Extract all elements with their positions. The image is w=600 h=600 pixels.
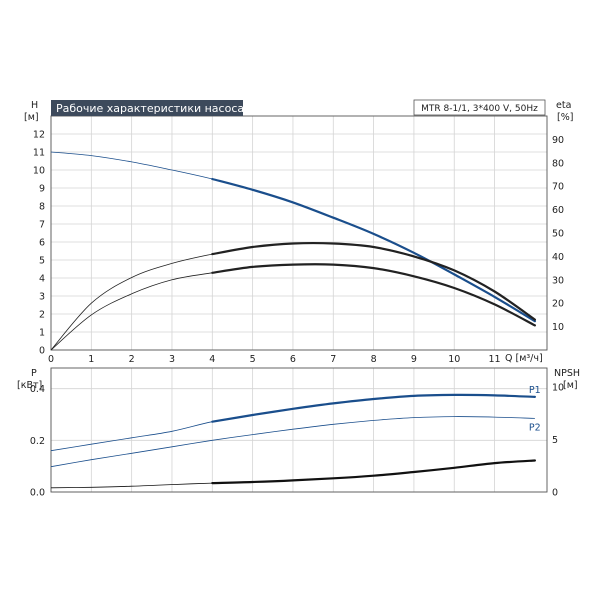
efficiency-tick-label: 50 [552,229,564,240]
power-chart-p2-line [50,416,535,468]
flow-tick-label: 7 [330,354,336,365]
flow-tick-label: 6 [290,354,296,365]
efficiency-tick-label: 80 [552,158,564,169]
head-tick-label: 6 [39,238,45,249]
flow-tick-label: 1 [88,354,94,365]
head-tick-label: 5 [39,256,45,267]
power-chart-p1-operating-range [211,393,536,423]
model-label-box [413,99,546,116]
head-chart-head-operating-range [211,177,536,323]
head-tick-label: 0 [39,346,45,357]
head-plot-frame [50,115,548,351]
efficiency-axis-label: eta [556,100,571,111]
npsh-axis-label: NPSH [554,368,580,379]
head-tick-label: 9 [39,184,45,195]
efficiency-tick-label: 70 [552,182,564,193]
power-tick-label: 0.4 [30,384,45,395]
flow-tick-label: 3 [169,354,175,365]
head-tick-label: 1 [39,328,45,339]
npsh-axis-unit: [м] [563,380,578,391]
efficiency-tick-label: 30 [552,275,564,286]
npsh-tick-label: 0 [552,488,558,499]
flow-tick-label: 2 [129,354,135,365]
flow-axis-label: Q [м³/ч] [505,353,543,364]
npsh-tick-label: 10 [552,382,564,393]
series-label-p1: P1 [529,385,541,396]
flow-tick-label: 0 [48,354,54,365]
flow-tick-label: 8 [371,354,377,365]
head-tick-label: 12 [33,130,45,141]
head-ticks: 0 1 2 3 4 5 6 7 8 9 10 1101234567891011121020304050… [33,130,564,366]
head-tick-label: 4 [39,274,45,285]
power-ticks: 0.0 0.2 0.4 0 5 10 [30,382,564,498]
head-tick-label: 8 [39,202,45,213]
power-series: P1 P2 [50,385,541,489]
head-chart-efficiency-operating-range [211,241,536,321]
flow-tick-label: 4 [209,354,215,365]
head-axis-unit: [м] [24,112,39,123]
model-label: MTR 8-1/1, 3*400 V, 50Hz [421,104,538,114]
efficiency-axis-unit: [%] [557,112,573,123]
series-label-p2: P2 [529,422,541,433]
power-tick-label: 0.2 [30,436,45,447]
flow-tick-label: 10 [448,354,460,365]
chart-title: Рабочие характеристики насоса [56,102,244,115]
head-tick-label: 2 [39,310,45,321]
power-axis-unit: [кВт] [17,380,42,391]
head-tick-label: 10 [33,166,45,177]
head-tick-label: 11 [33,148,45,159]
efficiency-tick-label: 20 [552,299,564,310]
head-series [50,151,536,351]
power-chart-npsh-operating-range [211,459,536,485]
head-axis-label: H [31,100,38,111]
head-tick-label: 7 [39,220,45,231]
power-plot-frame [50,367,548,493]
efficiency-tick-label: 90 [552,135,564,146]
flow-tick-label: 11 [489,354,501,365]
chart-title-bar [51,100,243,116]
npsh-tick-label: 5 [552,435,558,446]
efficiency-tick-label: 40 [552,252,564,263]
power-axis-label: P [31,368,37,379]
power-tick-label: 0.0 [30,488,45,499]
efficiency-tick-label: 60 [552,205,564,216]
head-chart-efficiency-2-operating-range [211,263,536,327]
flow-tick-label: 9 [411,354,417,365]
flow-tick-label: 5 [250,354,256,365]
head-tick-label: 3 [39,292,45,303]
efficiency-tick-label: 10 [552,322,564,333]
